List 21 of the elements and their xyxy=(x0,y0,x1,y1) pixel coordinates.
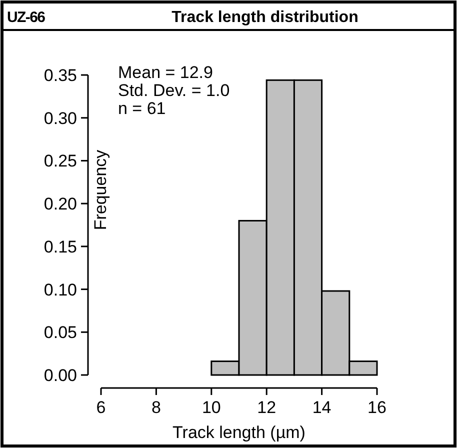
x-tick-label: 16 xyxy=(368,398,386,417)
y-tick-label: 0.35 xyxy=(44,66,77,85)
y-axis-title: Frequency xyxy=(91,149,110,230)
y-tick-label: 0.25 xyxy=(44,152,77,171)
y-tick-label: 0.15 xyxy=(44,237,77,256)
x-tick-label: 8 xyxy=(151,398,161,417)
y-tick-label: 0.20 xyxy=(44,194,77,214)
text: UZ-66 xyxy=(7,9,46,26)
x-tick-label: 14 xyxy=(312,398,332,417)
annotation: Mean = 12.9 xyxy=(118,63,213,82)
annotation: Std. Dev. = 1.0 xyxy=(118,81,230,100)
x-tick-label: 6 xyxy=(96,398,106,417)
y-tick-label: 0.30 xyxy=(44,108,77,128)
y-tick-label: 0.10 xyxy=(44,280,77,300)
x-tick-label: 10 xyxy=(202,398,221,417)
chart-title: Track length distribution xyxy=(172,9,358,26)
y-tick-label: 0.00 xyxy=(44,366,77,385)
annotation: n = 61 xyxy=(118,99,166,118)
y-tick-label: 0.05 xyxy=(44,323,77,342)
x-axis-title: Track length (µm) xyxy=(172,423,306,442)
x-tick-label: 12 xyxy=(257,398,276,417)
